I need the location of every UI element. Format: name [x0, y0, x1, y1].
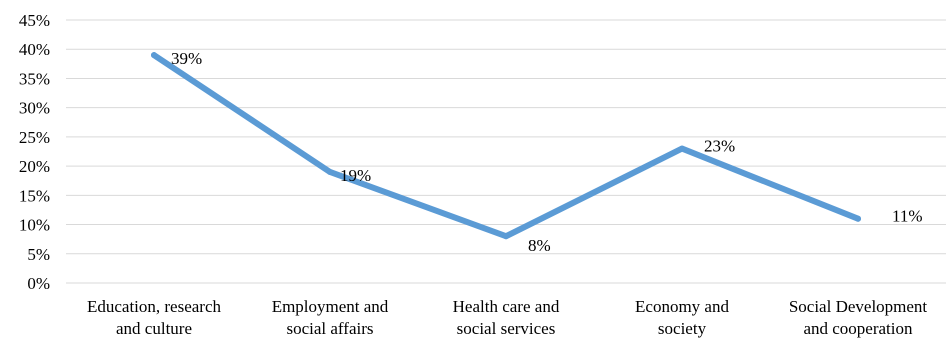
x-category-label: Employment and social affairs — [272, 297, 389, 338]
y-tick-label: 35% — [19, 69, 50, 88]
y-tick-label: 40% — [19, 40, 50, 59]
y-tick-label: 45% — [19, 11, 50, 30]
data-point — [855, 215, 861, 222]
y-tick-label: 0% — [27, 274, 50, 293]
data-label: 39% — [171, 49, 202, 68]
x-category-label: Social Development and cooperation — [789, 297, 928, 338]
data-label: 8% — [528, 236, 551, 255]
data-label: 23% — [704, 137, 735, 156]
y-tick-label: 30% — [19, 99, 50, 118]
data-point — [327, 168, 333, 175]
y-tick-label: 5% — [27, 245, 50, 264]
series-line — [151, 52, 861, 240]
y-tick-label: 25% — [19, 128, 50, 147]
y-tick-label: 15% — [19, 186, 50, 205]
data-point — [151, 52, 157, 59]
x-category-label: Education, research and culture — [87, 297, 222, 338]
data-point — [679, 145, 685, 152]
y-tick-label: 20% — [19, 157, 50, 176]
data-label: 19% — [340, 166, 371, 185]
y-tick-label: 10% — [19, 216, 50, 235]
data-label: 11% — [892, 207, 923, 226]
x-category-label: Economy and society — [635, 297, 729, 338]
x-category-label: Health care and social services — [453, 297, 560, 338]
data-point — [503, 233, 509, 240]
